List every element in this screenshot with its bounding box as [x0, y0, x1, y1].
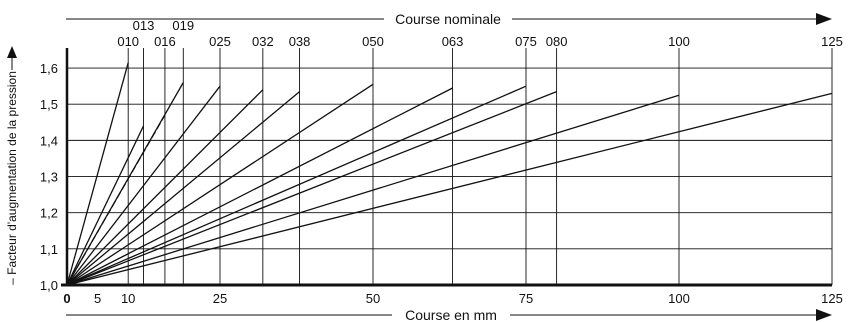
x-axis-title: Course en mm [405, 307, 497, 322]
series-line [66, 62, 129, 286]
nominal-stroke-label: 016 [154, 34, 176, 49]
nominal-stroke-label: 013 [133, 18, 155, 33]
y-tick-label: 1,2 [40, 206, 58, 221]
y-tick-label: 1,1 [40, 242, 58, 257]
y-tick-label: 1,3 [40, 170, 58, 185]
nominal-stroke-label: 080 [546, 34, 568, 49]
nominal-stroke-label: 025 [209, 34, 231, 49]
left-axis-arrow [7, 46, 17, 70]
series-line [66, 89, 264, 286]
series-lines [66, 62, 833, 286]
series-line [66, 82, 184, 286]
y-tick-label: 1,0 [40, 278, 58, 293]
nominal-stroke-label: 125 [821, 34, 843, 49]
axes [61, 48, 832, 287]
x-tick-label: 25 [213, 291, 227, 306]
nominal-stroke-label: 075 [515, 34, 537, 49]
series-line [66, 85, 221, 286]
bottom-axis-arrow [66, 309, 832, 321]
x-tick-label: 5 [94, 291, 101, 306]
series-line [66, 85, 527, 286]
nominal-stroke-label: 063 [442, 34, 464, 49]
y-tick-label: 1,4 [40, 133, 58, 148]
x-tick-label: 100 [668, 291, 690, 306]
nominal-stroke-label: 010 [117, 34, 139, 49]
x-tick-label: 50 [366, 291, 380, 306]
nominal-stroke-label: 038 [289, 34, 311, 49]
nominal-stroke-label: 032 [252, 34, 274, 49]
x2-axis-title: Course nominale [395, 11, 501, 27]
x-tick-label: 10 [121, 291, 135, 306]
y-tick-label: 1,5 [40, 97, 58, 112]
series-line [66, 87, 453, 286]
x-tick-label: 75 [519, 291, 533, 306]
y-tick-label: 1,6 [40, 61, 58, 76]
series-line [66, 91, 301, 286]
series-line [66, 92, 833, 286]
top-axis-arrow [66, 13, 832, 25]
nominal-stroke-label: 019 [172, 18, 194, 33]
y-axis-title: – Facteur d'augmentation de la pression [5, 71, 19, 285]
nominal-stroke-label: 100 [668, 34, 690, 49]
x-tick-label: 125 [821, 291, 843, 306]
nominal-stroke-label: 050 [362, 34, 384, 49]
series-line [66, 94, 680, 286]
x-tick-label: 0 [63, 291, 70, 306]
series-line [66, 83, 374, 286]
series-line [66, 125, 145, 286]
series-line [66, 90, 557, 286]
